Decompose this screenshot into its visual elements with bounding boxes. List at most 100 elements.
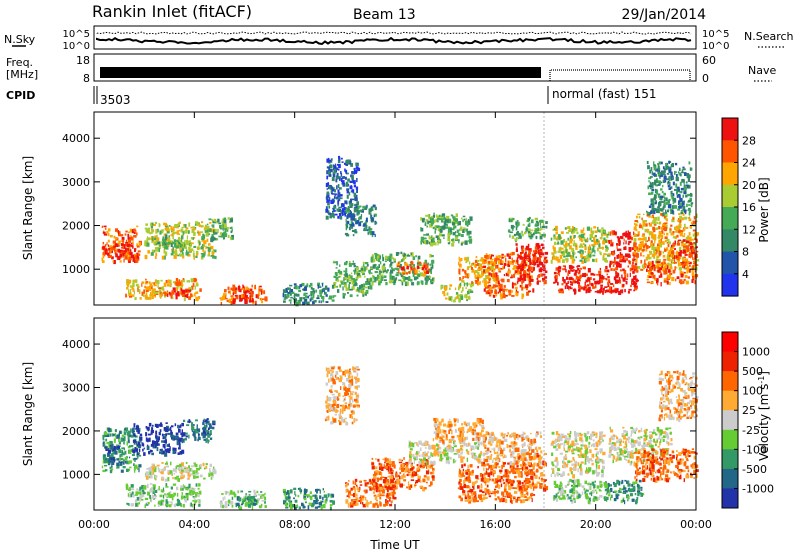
range-cell xyxy=(654,278,656,281)
range-cell xyxy=(344,276,347,280)
range-cell xyxy=(313,291,315,295)
range-cell xyxy=(333,295,337,297)
range-cell xyxy=(541,268,544,271)
range-cell xyxy=(501,293,504,296)
range-cell xyxy=(195,419,198,422)
range-cell xyxy=(128,439,130,444)
noise-tick-left-bottom: 10^0 xyxy=(63,41,90,52)
range-cell xyxy=(249,497,252,502)
range-cell xyxy=(138,290,141,294)
range-cell xyxy=(587,278,591,282)
range-cell xyxy=(343,207,347,211)
range-cell xyxy=(437,239,441,243)
range-cell xyxy=(653,251,657,256)
range-cell xyxy=(332,210,334,213)
range-cell xyxy=(563,280,566,284)
scatter-patch xyxy=(420,212,473,247)
range-cell xyxy=(689,210,692,213)
range-cell xyxy=(596,242,599,245)
range-cell xyxy=(223,293,226,296)
range-cell xyxy=(676,255,680,260)
range-cell xyxy=(368,277,370,282)
range-cell xyxy=(231,288,235,292)
range-cell xyxy=(180,249,184,253)
range-cell xyxy=(188,465,190,468)
range-cell xyxy=(566,276,569,280)
range-cell xyxy=(494,261,497,266)
range-cell xyxy=(137,466,139,470)
range-cell xyxy=(677,171,680,174)
range-cell xyxy=(295,505,299,507)
range-cell xyxy=(619,259,623,263)
range-cell xyxy=(169,426,172,431)
range-cell xyxy=(334,169,337,173)
range-cell xyxy=(648,222,651,225)
range-cell xyxy=(688,199,692,203)
range-cell xyxy=(330,504,333,507)
range-cell xyxy=(498,255,502,259)
range-cell xyxy=(327,182,329,185)
range-cell xyxy=(615,261,619,265)
range-cell xyxy=(602,290,604,295)
range-cell xyxy=(123,440,125,445)
range-cell xyxy=(199,463,202,467)
range-cell xyxy=(427,262,429,266)
range-cell xyxy=(224,289,227,293)
range-cell xyxy=(146,501,149,505)
range-cell xyxy=(330,191,333,195)
range-cell xyxy=(140,436,143,441)
range-cell xyxy=(491,254,494,257)
range-cell xyxy=(610,242,614,244)
range-cell xyxy=(672,217,675,220)
range-cell xyxy=(210,437,213,440)
range-cell xyxy=(535,243,537,247)
range-cell xyxy=(118,249,122,253)
range-cell xyxy=(150,429,154,434)
range-cell xyxy=(390,262,393,266)
range-cell xyxy=(308,284,311,288)
range-cell xyxy=(347,292,349,294)
range-cell xyxy=(654,260,657,264)
range-cell xyxy=(685,181,688,184)
range-cell xyxy=(115,253,118,258)
range-cell xyxy=(690,204,693,207)
range-cell xyxy=(468,282,470,286)
range-cell xyxy=(458,264,462,268)
range-cell xyxy=(579,237,583,241)
range-cell xyxy=(378,269,381,272)
range-cell xyxy=(328,205,330,209)
range-cell xyxy=(648,276,652,278)
range-cell xyxy=(182,252,184,257)
range-cell xyxy=(171,250,174,254)
range-cell xyxy=(525,251,527,254)
range-cell xyxy=(366,264,369,267)
range-cell xyxy=(345,225,349,229)
range-cell xyxy=(542,263,545,268)
range-cell xyxy=(658,201,662,206)
range-cell xyxy=(197,232,199,234)
range-cell xyxy=(102,260,105,263)
range-cell xyxy=(634,233,636,238)
range-cell xyxy=(288,502,293,506)
range-cell xyxy=(331,284,335,289)
range-cell xyxy=(673,188,678,191)
range-cell xyxy=(312,301,315,305)
range-cell xyxy=(651,171,654,176)
range-cell xyxy=(153,467,157,473)
range-cell xyxy=(180,228,184,233)
range-cell xyxy=(288,299,292,302)
range-cell xyxy=(605,253,609,256)
range-cell xyxy=(656,221,659,224)
range-cell xyxy=(101,225,104,228)
range-cell xyxy=(356,189,358,193)
range-cell xyxy=(601,232,604,237)
range-cell xyxy=(423,237,427,240)
range-cell xyxy=(332,261,337,264)
range-cell xyxy=(176,492,179,497)
range-cell xyxy=(195,472,199,475)
range-cell xyxy=(585,285,588,289)
range-cell xyxy=(627,232,630,237)
range-cell xyxy=(170,493,173,499)
range-cell xyxy=(648,177,652,180)
range-cell xyxy=(565,269,567,273)
